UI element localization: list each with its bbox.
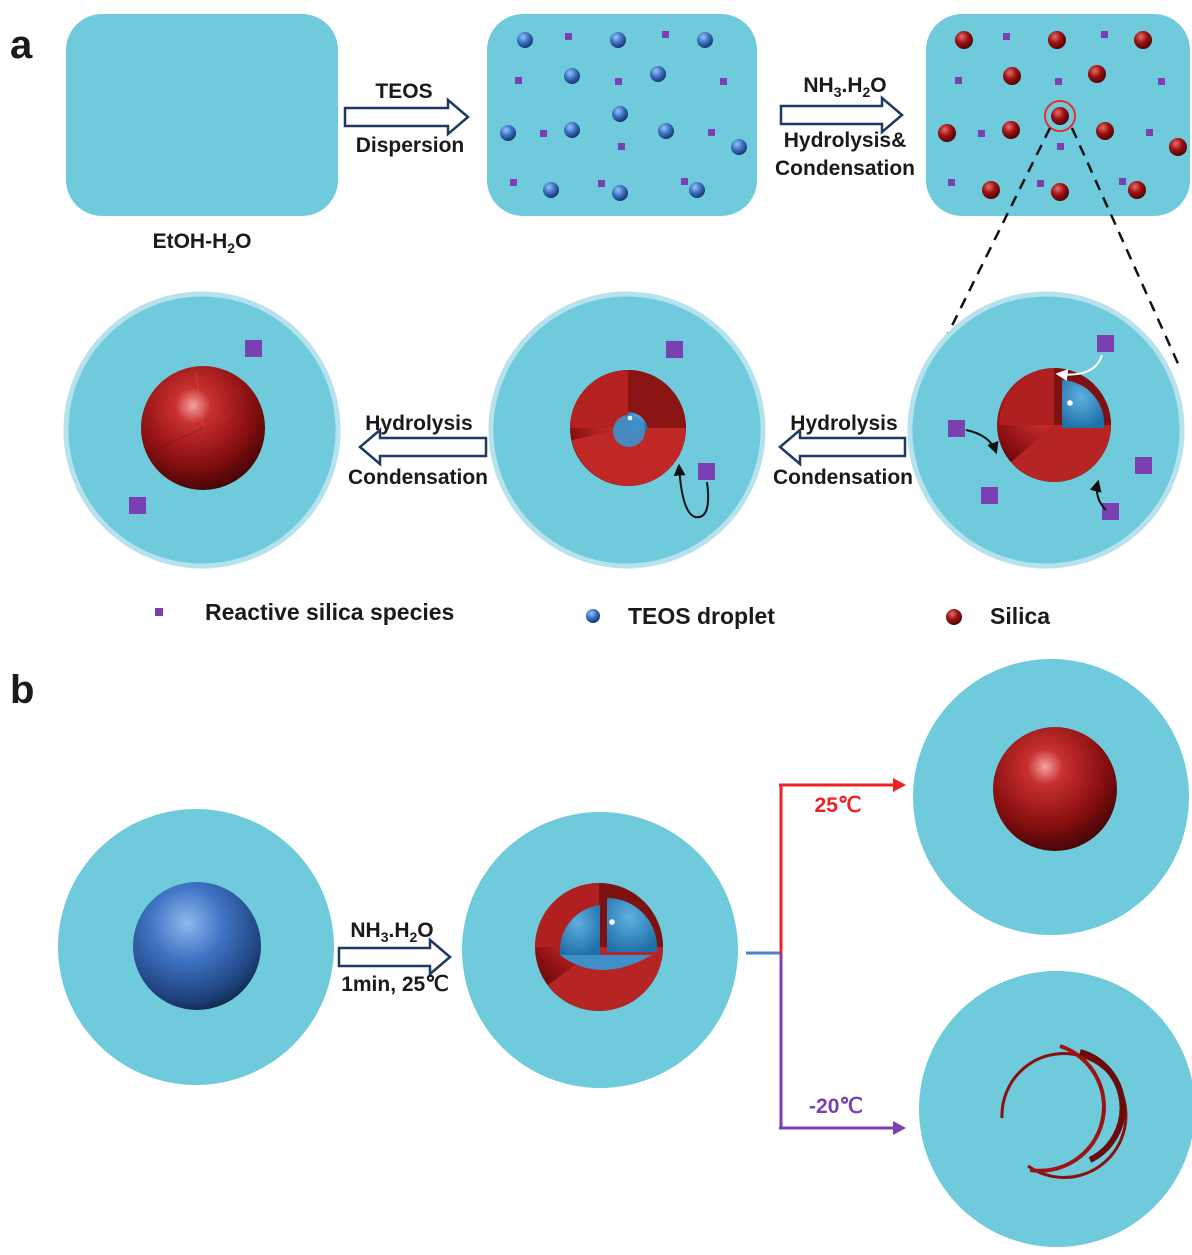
reactive-species-zoom xyxy=(948,335,1152,520)
hollow-product-circle xyxy=(919,971,1192,1247)
teos-droplet-sphere xyxy=(133,882,261,1010)
reactive-species-dots-box2 xyxy=(510,31,727,187)
step4-label-bottom: Condensation xyxy=(348,466,488,489)
arrowhead-purple xyxy=(893,1121,906,1135)
zoom-line-right xyxy=(1070,127,1182,369)
legend-teos-label: TEOS droplet xyxy=(628,603,775,629)
core-shell-particle-thick xyxy=(570,370,686,486)
diffusion-arrow-stage2 xyxy=(673,463,710,519)
solid-silica-product xyxy=(993,727,1117,851)
step1-label-bottom: Dispersion xyxy=(356,134,465,157)
legend-reactive-marker xyxy=(155,608,163,616)
reactive-species-square xyxy=(245,340,262,357)
step3-label-top: Hydrolysis xyxy=(790,412,897,435)
legend-reactive-label: Reactive silica species xyxy=(205,599,454,625)
hollow-silica-shell xyxy=(1000,1044,1128,1179)
step1-label-top: TEOS xyxy=(375,80,432,103)
core-shell-particle xyxy=(535,883,663,1011)
open-arrow-right xyxy=(343,97,470,137)
solvent-label: EtOH-H2O xyxy=(153,230,252,256)
teos-droplets xyxy=(500,32,747,201)
reaction-condition: 1min, 25℃ xyxy=(341,973,449,996)
reactive-species-square xyxy=(129,497,146,514)
open-arrow-left xyxy=(358,427,488,467)
temp-high-label: 25℃ xyxy=(815,794,862,817)
silica-particles xyxy=(938,31,1187,201)
zoom-line-left xyxy=(932,127,1052,363)
solid-silica-sphere xyxy=(141,366,265,490)
legend-silica-marker xyxy=(946,609,962,625)
zoom-highlight-circle xyxy=(1044,100,1076,132)
step2-label-bottom: Condensation xyxy=(775,157,915,180)
reactive-species-square xyxy=(698,463,715,480)
reactive-species-dots-box3 xyxy=(948,31,1165,187)
diffusion-arrows-stage1 xyxy=(965,354,1107,511)
reagent-label: NH3.H2O xyxy=(350,919,433,945)
reactive-species-square xyxy=(666,341,683,358)
temp-low-label: -20℃ xyxy=(809,1095,863,1118)
step2-reagent-label: NH3.H2O xyxy=(803,74,886,100)
open-arrow-left xyxy=(778,427,907,467)
open-arrow-right xyxy=(779,95,904,135)
step3-label-bottom: Condensation xyxy=(773,466,913,489)
step2-label-mid: Hydrolysis& xyxy=(784,129,907,152)
panel-a-label: a xyxy=(10,23,33,67)
legend-teos-marker xyxy=(586,609,600,623)
step4-label-top: Hydrolysis xyxy=(365,412,472,435)
arrowhead-red xyxy=(893,778,906,792)
solvent-box xyxy=(66,14,338,216)
core-shell-particle-thin xyxy=(997,368,1111,482)
legend-silica-label: Silica xyxy=(990,603,1050,629)
open-arrow-right xyxy=(337,937,452,977)
panel-b-label: b xyxy=(10,668,34,712)
legend: Reactive silica species TEOS droplet Sil… xyxy=(155,599,1050,629)
